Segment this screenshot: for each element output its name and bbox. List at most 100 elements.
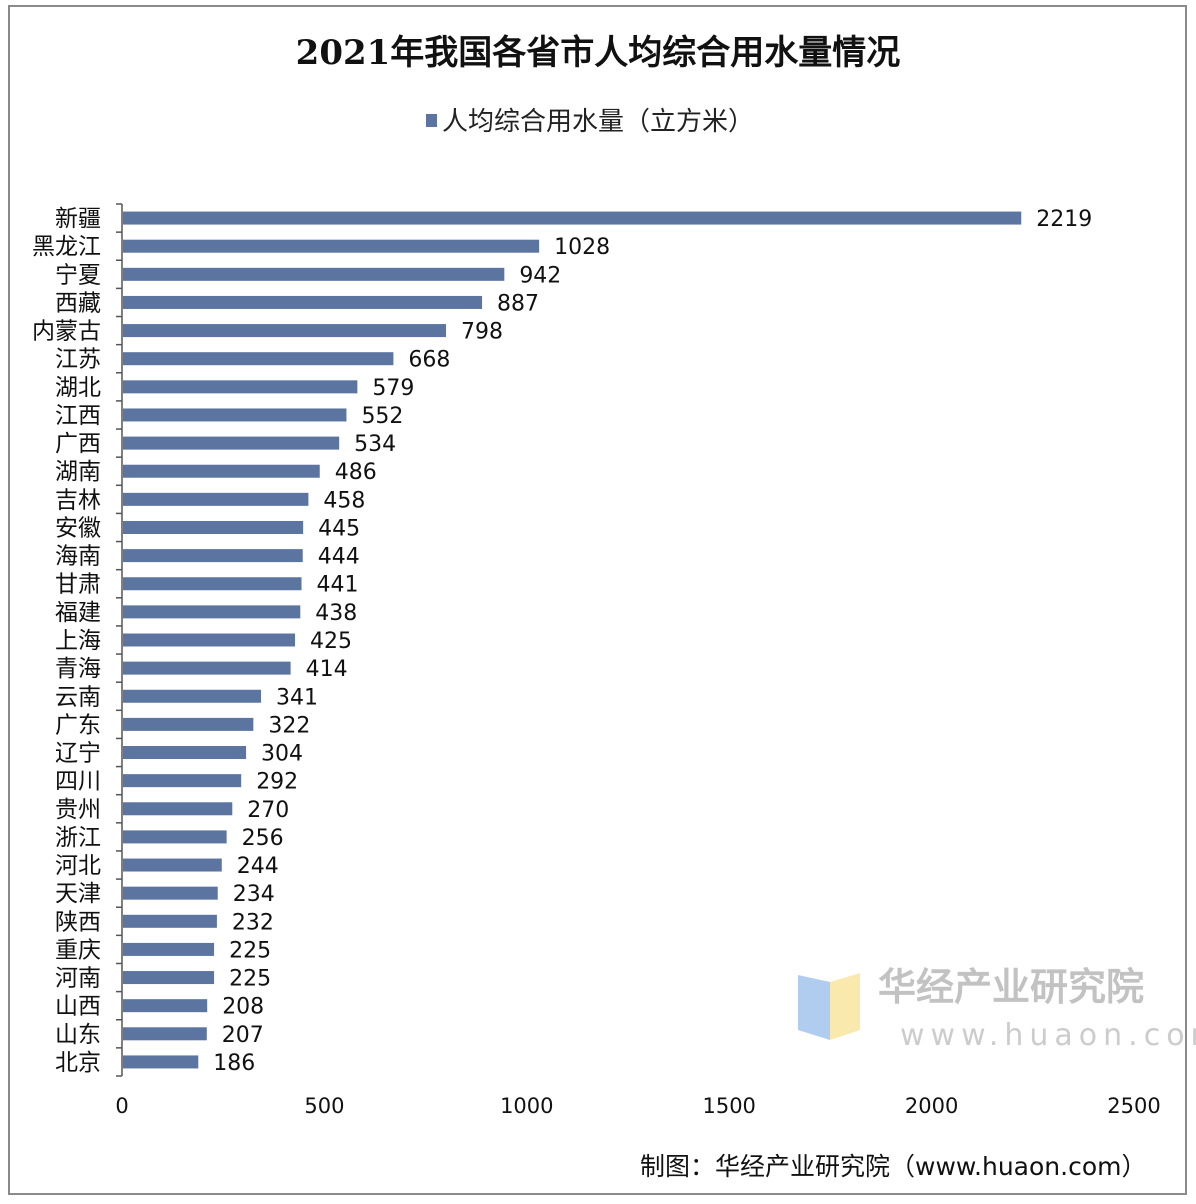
bar — [123, 408, 347, 422]
chart-title: 2021年我国各省市人均综合用水量情况 — [296, 33, 901, 73]
data-label: 438 — [315, 601, 357, 626]
data-label: 486 — [335, 460, 377, 485]
category-label: 广东 — [55, 712, 101, 738]
category-label: 广西 — [55, 431, 101, 457]
category-label: 江西 — [55, 403, 101, 429]
data-label: 292 — [256, 770, 298, 795]
category-label: 四川 — [55, 769, 101, 795]
data-label: 225 — [229, 938, 271, 963]
data-label: 579 — [372, 376, 414, 401]
category-label: 西藏 — [55, 290, 101, 316]
data-label: 425 — [310, 629, 352, 654]
data-label: 942 — [519, 263, 561, 288]
category-label: 河南 — [55, 966, 101, 992]
bar — [123, 886, 218, 900]
category-label: 青海 — [55, 656, 101, 682]
bar — [123, 1055, 199, 1069]
category-label: 湖南 — [55, 459, 101, 485]
data-label: 445 — [318, 516, 360, 541]
bar — [123, 1027, 207, 1041]
bar — [123, 830, 227, 844]
category-label: 上海 — [55, 628, 101, 654]
data-label: 207 — [222, 1023, 264, 1048]
watermark-logo-yellow — [830, 973, 860, 1040]
bar — [123, 746, 247, 760]
data-label: 2219 — [1036, 207, 1092, 232]
data-label: 244 — [237, 854, 279, 879]
data-label: 234 — [233, 882, 275, 907]
bar — [123, 352, 394, 366]
bar — [123, 577, 302, 591]
bar — [123, 717, 254, 731]
bar — [123, 774, 242, 788]
category-label: 河北 — [55, 853, 101, 879]
bar — [123, 999, 208, 1013]
category-label: 新疆 — [55, 206, 101, 232]
category-label: 安徽 — [55, 515, 101, 541]
category-label: 福建 — [55, 600, 101, 626]
category-label: 湖北 — [55, 375, 101, 401]
bar — [123, 267, 505, 281]
x-tick-label: 1000 — [500, 1094, 553, 1118]
data-label: 232 — [232, 910, 274, 935]
category-label: 黑龙江 — [32, 234, 101, 260]
bar — [123, 605, 301, 619]
watermark-name: 华经产业研究院 — [878, 965, 1144, 1009]
bar — [123, 492, 309, 506]
category-label: 吉林 — [55, 487, 101, 513]
x-tick-label: 2500 — [1107, 1094, 1160, 1118]
x-tick-label: 1500 — [702, 1094, 755, 1118]
data-label: 458 — [323, 488, 365, 513]
data-label: 668 — [408, 348, 450, 373]
data-label: 798 — [461, 320, 503, 345]
data-label: 256 — [242, 826, 284, 851]
x-tick-label: 2000 — [905, 1094, 958, 1118]
category-label: 贵州 — [55, 797, 101, 823]
data-label: 341 — [276, 685, 318, 710]
bar — [123, 464, 320, 478]
data-label: 534 — [354, 432, 396, 457]
watermark-url: www.huaon.com — [900, 1018, 1196, 1053]
category-label: 云南 — [55, 684, 101, 710]
data-label: 186 — [213, 1051, 255, 1076]
bar — [123, 239, 540, 253]
legend-label: 人均综合用水量（立方米） — [442, 107, 754, 137]
bar — [123, 942, 215, 956]
bar — [123, 971, 215, 985]
bar — [123, 858, 222, 872]
bar — [123, 436, 340, 450]
category-label: 内蒙古 — [32, 319, 101, 345]
bar — [123, 380, 358, 394]
category-label: 北京 — [55, 1050, 101, 1076]
data-label: 552 — [361, 404, 403, 429]
data-label: 444 — [318, 545, 360, 570]
bar — [123, 211, 1022, 225]
bar — [123, 520, 304, 534]
bar — [123, 661, 291, 675]
category-label: 浙江 — [55, 825, 101, 851]
data-label: 225 — [229, 967, 271, 992]
bar — [123, 295, 483, 309]
category-label: 甘肃 — [55, 572, 101, 598]
category-label: 山西 — [55, 994, 101, 1020]
category-label: 宁夏 — [55, 262, 101, 288]
bar — [123, 324, 447, 338]
category-label: 山东 — [55, 1022, 101, 1048]
bar — [123, 802, 233, 816]
bar — [123, 549, 303, 563]
category-label: 重庆 — [55, 937, 101, 963]
data-label: 1028 — [554, 235, 610, 260]
bar — [123, 914, 217, 928]
data-label: 304 — [261, 742, 303, 767]
legend-swatch — [426, 114, 437, 127]
x-tick-label: 500 — [304, 1094, 344, 1118]
bar — [123, 633, 296, 647]
data-label: 414 — [306, 657, 348, 682]
chart-frame — [8, 5, 1187, 1195]
data-label: 322 — [268, 713, 310, 738]
data-label: 887 — [497, 291, 539, 316]
footer-source: 制图：华经产业研究院（www.huaon.com） — [640, 1152, 1146, 1181]
x-tick-label: 0 — [115, 1094, 128, 1118]
category-label: 辽宁 — [55, 741, 101, 767]
